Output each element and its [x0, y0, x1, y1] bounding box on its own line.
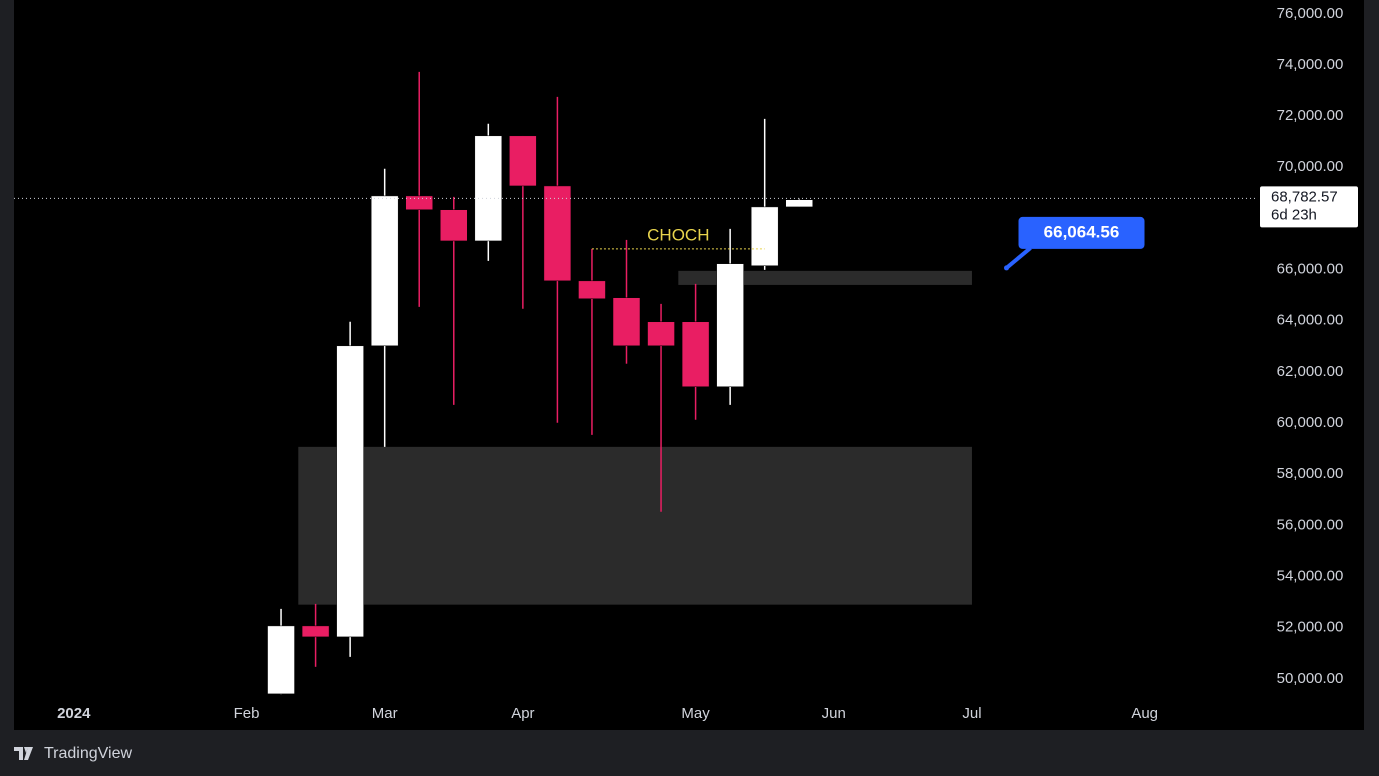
zone	[678, 270, 972, 285]
x-tick-label: Apr	[511, 705, 534, 722]
body	[785, 199, 813, 208]
y-tick-label: 72,000.00	[1277, 107, 1344, 124]
y-tick-label: 50,000.00	[1277, 670, 1344, 687]
y-tick-label: 66,000.00	[1277, 261, 1344, 278]
body	[647, 321, 675, 347]
countdown: 6d 23h	[1271, 206, 1317, 223]
price-box	[1018, 216, 1145, 249]
body	[370, 195, 399, 347]
body	[509, 135, 537, 187]
zone	[298, 446, 972, 605]
price-pointer	[1005, 246, 1032, 270]
x-tick-label: May	[681, 705, 710, 722]
logo-icon	[14, 747, 33, 760]
x-tick-label: Jun	[822, 705, 846, 722]
last-price-box	[1260, 186, 1358, 228]
price-text: 66,064.56	[1044, 222, 1120, 241]
logo: TradingView	[14, 745, 132, 762]
x-tick-label: Mar	[372, 705, 398, 722]
y-tick-label: 62,000.00	[1277, 363, 1344, 380]
last-price-label: 68,782.57	[1271, 188, 1338, 205]
x-tick-label: Feb	[234, 705, 260, 722]
price-dot	[1004, 265, 1010, 271]
y-tick-label: 64,000.00	[1277, 312, 1344, 329]
choch-label: CHOCH	[647, 225, 709, 244]
body	[681, 321, 710, 387]
body	[336, 345, 364, 638]
y-tick-label: 74,000.00	[1277, 56, 1344, 73]
body	[750, 206, 779, 266]
y-tick-label: 54,000.00	[1277, 567, 1344, 584]
body	[612, 297, 641, 347]
body	[578, 280, 606, 299]
x-tick-label: Jul	[962, 705, 981, 722]
body	[440, 209, 468, 242]
y-tick-label: 56,000.00	[1277, 516, 1344, 533]
brand: TradingView	[44, 745, 132, 762]
y-tick-label: 58,000.00	[1277, 465, 1344, 482]
x-tick-label: Aug	[1131, 705, 1158, 722]
x-tick-label: 2024	[57, 705, 91, 722]
body	[716, 263, 744, 387]
body	[405, 195, 433, 210]
y-tick-label: 52,000.00	[1277, 619, 1344, 636]
body	[301, 625, 330, 638]
y-tick-label: 76,000.00	[1277, 5, 1344, 22]
y-tick-label: 60,000.00	[1277, 414, 1344, 431]
y-tick-label: 70,000.00	[1277, 158, 1344, 175]
body	[267, 625, 295, 695]
body	[474, 135, 503, 242]
body	[543, 185, 572, 282]
